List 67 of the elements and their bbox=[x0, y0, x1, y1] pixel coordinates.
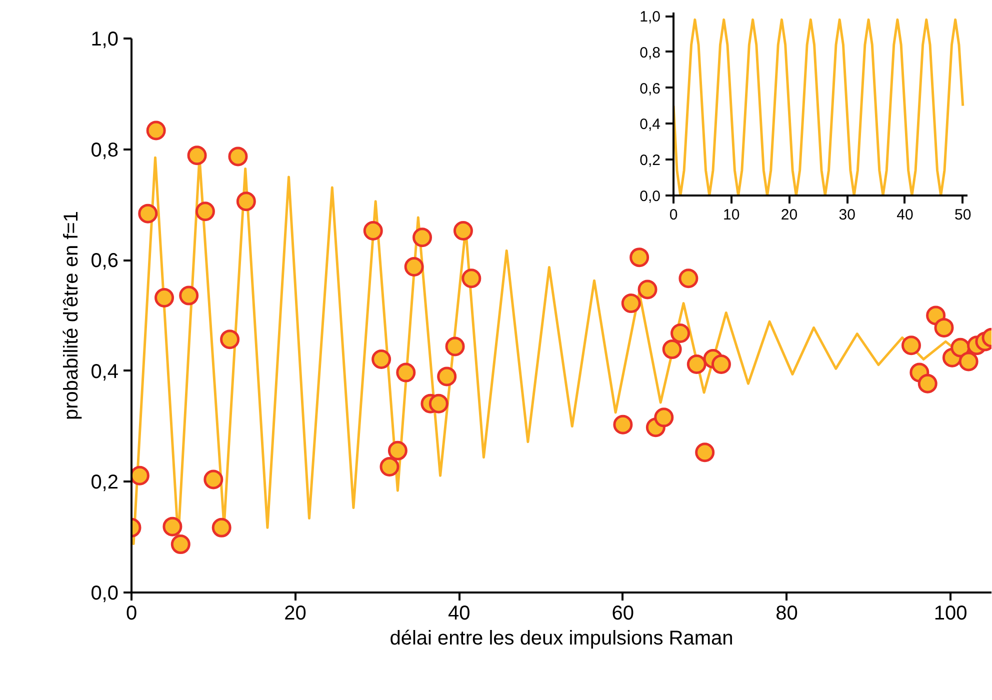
point bbox=[138, 204, 158, 224]
x-tick-label: 20 bbox=[780, 206, 798, 224]
point bbox=[179, 286, 199, 306]
point bbox=[146, 120, 166, 140]
x-tick-label: 40 bbox=[448, 602, 470, 624]
x-tick-label: 0 bbox=[126, 602, 138, 624]
point bbox=[678, 268, 698, 288]
y-tick-label: 0,6 bbox=[90, 250, 119, 272]
point bbox=[170, 534, 190, 554]
y-tick-label: 1,0 bbox=[640, 8, 661, 26]
point bbox=[613, 414, 633, 434]
point bbox=[686, 354, 706, 374]
point bbox=[195, 202, 215, 222]
point bbox=[711, 354, 731, 374]
point bbox=[901, 336, 921, 356]
point bbox=[918, 374, 938, 394]
point bbox=[154, 288, 174, 308]
point bbox=[621, 294, 641, 314]
point bbox=[630, 248, 650, 268]
y-tick-label: 0,4 bbox=[640, 116, 661, 134]
y-tick-label: 0,8 bbox=[640, 44, 661, 62]
x-tick-label: 20 bbox=[284, 602, 306, 624]
point bbox=[162, 516, 182, 536]
point bbox=[445, 336, 465, 356]
point bbox=[187, 146, 207, 166]
x-tick-label: 60 bbox=[612, 602, 634, 624]
point bbox=[412, 228, 432, 248]
y-tick-label: 0,4 bbox=[90, 360, 119, 383]
point bbox=[388, 440, 408, 460]
y-tick-label: 0,2 bbox=[90, 472, 119, 494]
point bbox=[662, 340, 682, 360]
x-tick-label: 100 bbox=[934, 602, 968, 624]
point bbox=[670, 323, 690, 343]
point bbox=[404, 257, 424, 276]
point bbox=[212, 518, 232, 538]
point bbox=[228, 146, 248, 166]
x-tick-label: 10 bbox=[723, 206, 740, 224]
x-axis-title: délai entre les deux impulsions Raman bbox=[390, 628, 734, 650]
y-tick-label: 0,0 bbox=[640, 188, 661, 205]
line-series bbox=[674, 18, 964, 196]
point bbox=[437, 366, 457, 386]
point bbox=[380, 457, 400, 476]
y-tick-label: 1,0 bbox=[90, 28, 119, 50]
y-axis-title: probabilité d'être en f=1 bbox=[60, 211, 83, 420]
x-tick-label: 80 bbox=[776, 602, 798, 624]
point bbox=[695, 442, 715, 462]
point bbox=[396, 362, 416, 382]
point bbox=[934, 318, 954, 338]
point bbox=[236, 192, 256, 212]
y-tick-label: 0,6 bbox=[640, 80, 661, 98]
x-tick-label: 30 bbox=[838, 206, 856, 224]
point bbox=[372, 350, 392, 369]
x-tick-label: 0 bbox=[669, 206, 678, 224]
point bbox=[958, 352, 978, 372]
x-tick-label: 50 bbox=[954, 206, 972, 224]
y-tick-label: 0,0 bbox=[90, 582, 119, 604]
y-tick-label: 0,2 bbox=[640, 152, 661, 170]
point bbox=[363, 221, 383, 240]
point bbox=[453, 221, 473, 240]
point bbox=[654, 408, 674, 428]
point bbox=[638, 280, 658, 300]
x-tick-label: 40 bbox=[896, 206, 914, 224]
point bbox=[462, 268, 482, 288]
point bbox=[220, 330, 240, 350]
point bbox=[428, 394, 448, 414]
y-tick-label: 0,8 bbox=[90, 139, 119, 162]
point bbox=[204, 470, 224, 490]
